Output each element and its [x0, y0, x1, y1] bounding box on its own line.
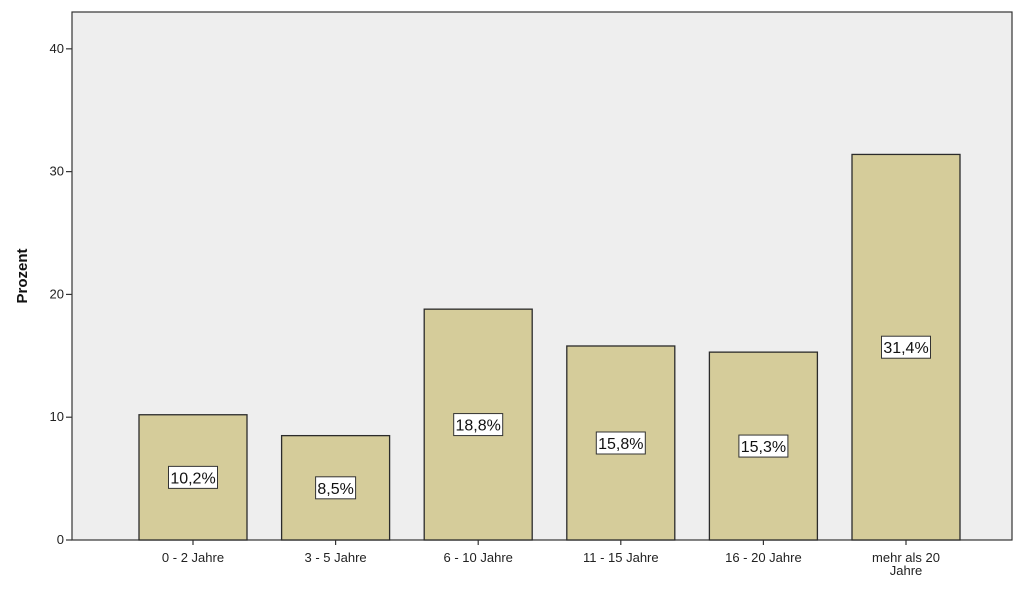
data-label-box	[315, 476, 357, 500]
y-axis-title: Prozent	[14, 248, 31, 303]
y-tick-label: 40	[50, 41, 64, 56]
data-label: 15,8%	[598, 436, 643, 453]
data-label: 10,2%	[170, 470, 215, 487]
y-tick-label: 30	[50, 164, 64, 179]
x-axis: 0 - 2 Jahre 3 - 5 Jahre 6 - 10 Jahre 11 - 1…	[162, 540, 940, 578]
x-category-label: mehr als 20	[872, 550, 940, 565]
data-label: 31,4%	[883, 340, 928, 357]
x-category-label: 16 - 20 Jahre	[725, 550, 802, 565]
data-label-box	[595, 431, 646, 455]
y-tick-label: 0	[57, 532, 64, 547]
bars-group: 10,2% 8,5% 18,8% 15,8% 15,3% 31,4%	[138, 153, 961, 541]
x-category-label: 6 - 10 Jahre	[444, 550, 513, 565]
x-category-label: 11 - 15 Jahre	[583, 550, 659, 565]
y-tick-label: 10	[50, 409, 64, 424]
x-category-label: Jahre	[890, 563, 923, 578]
data-label: 8,5%	[317, 481, 353, 498]
data-label-box	[738, 434, 789, 458]
x-category-label: 0 - 2 Jahre	[162, 550, 224, 565]
data-label-box	[881, 335, 931, 359]
y-tick-label: 20	[50, 286, 64, 301]
data-label-box	[453, 413, 504, 437]
y-axis: 0 10 20 30 40	[50, 41, 72, 547]
data-label: 15,3%	[741, 439, 786, 456]
data-label: 18,8%	[456, 418, 501, 435]
data-label-box	[168, 465, 218, 489]
x-category-label: 3 - 5 Jahre	[305, 550, 367, 565]
